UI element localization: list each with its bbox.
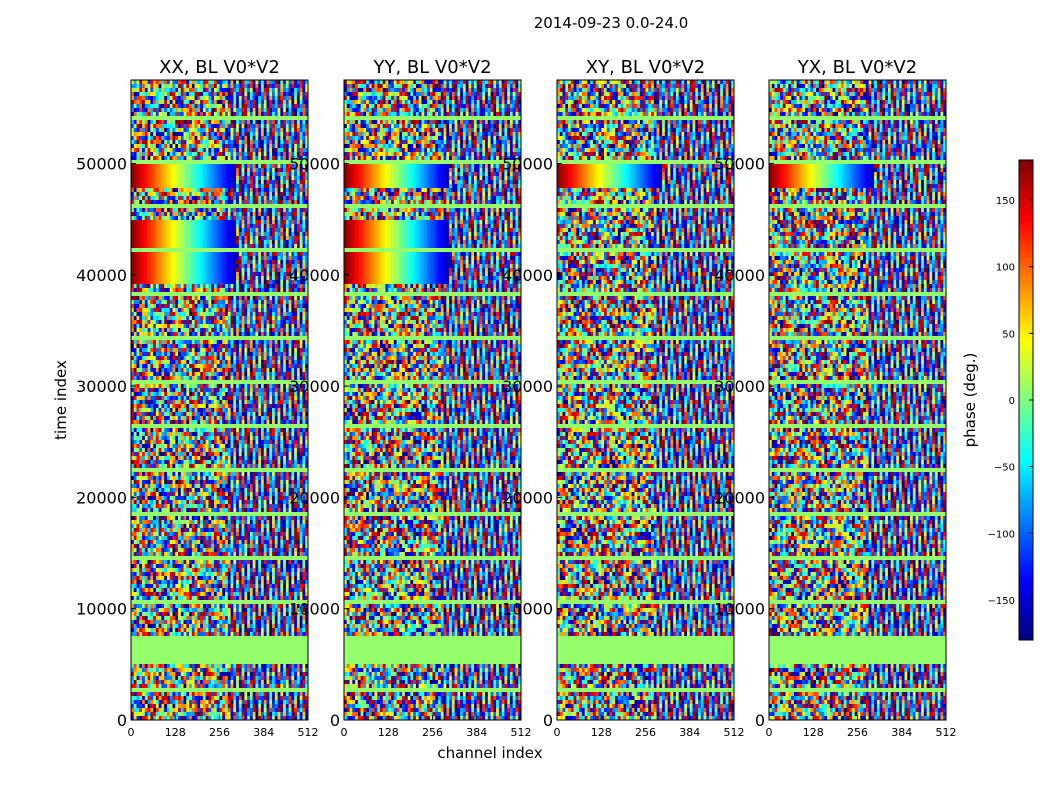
y-tick-label: 20000 <box>76 488 127 507</box>
panels-group: XX, BL V0*V2 0 10000 20000 30000 40000 50000 0 1… <box>76 57 956 739</box>
y-tick-label: 10000 <box>714 600 765 619</box>
x-tick-label: 128 <box>591 726 612 739</box>
y-tick-label: 40000 <box>714 266 765 285</box>
x-tick-label: 128 <box>803 726 824 739</box>
x-tick-label: 512 <box>298 726 319 739</box>
panel-title: YX, BL V0*V2 <box>797 57 917 78</box>
y-axis-label: time index <box>52 360 70 440</box>
y-tick-label: 50000 <box>502 154 553 173</box>
y-tick-label: 0 <box>755 711 765 730</box>
y-tick-label: 50000 <box>76 154 127 173</box>
panel-1: XX, BL V0*V2 0 10000 20000 30000 40000 50000 0 1… <box>76 57 318 739</box>
panel-title: XX, BL V0*V2 <box>159 57 280 78</box>
x-tick-label: 0 <box>341 726 348 739</box>
x-tick-label: 256 <box>422 726 443 739</box>
x-tick-label: 128 <box>378 726 399 739</box>
panel-2: YY, BL V0*V2 0 10000 20000 30000 40000 50000 0 1… <box>289 57 531 739</box>
y-tick-label: 50000 <box>289 154 340 173</box>
y-tick-label: 30000 <box>502 377 553 396</box>
panel-heatmap-image <box>557 80 734 720</box>
y-tick-label: 40000 <box>76 266 127 285</box>
x-tick-label: 128 <box>165 726 186 739</box>
figure-suptitle: 2014-09-23 0.0-24.0 <box>534 14 689 32</box>
panel-title: YY, BL V0*V2 <box>372 57 491 78</box>
x-tick-label: 256 <box>847 726 868 739</box>
colorbar-tick-label: 150 <box>996 196 1015 207</box>
x-axis-label: channel index <box>437 744 542 762</box>
y-tick-label: 0 <box>117 711 127 730</box>
y-tick-label: 30000 <box>714 377 765 396</box>
y-tick-label: 0 <box>543 711 553 730</box>
x-tick-label: 384 <box>679 726 700 739</box>
colorbar-tick-label: 50 <box>1002 329 1015 340</box>
colorbar-tick-label: 100 <box>996 263 1015 274</box>
y-tick-label: 40000 <box>502 266 553 285</box>
y-tick-label: 10000 <box>502 600 553 619</box>
colorbar-tick-label: −50 <box>994 463 1015 474</box>
panel-3: XY, BL V0*V2 0 10000 20000 30000 40000 50000 0 1… <box>502 57 744 739</box>
x-tick-label: 256 <box>209 726 230 739</box>
x-tick-label: 512 <box>936 726 957 739</box>
panel-heatmap-image <box>344 80 521 720</box>
x-tick-label: 512 <box>511 726 532 739</box>
x-tick-label: 0 <box>128 726 135 739</box>
colorbar-tick-label: −150 <box>988 596 1015 607</box>
x-tick-label: 384 <box>466 726 487 739</box>
x-tick-label: 512 <box>724 726 745 739</box>
colorbar-tick-label: 0 <box>1009 396 1015 407</box>
x-tick-label: 256 <box>635 726 656 739</box>
colorbar-label: phase (deg.) <box>961 353 979 448</box>
y-tick-label: 20000 <box>289 488 340 507</box>
panel-heatmap-image <box>769 80 946 720</box>
panel-heatmap-image <box>131 80 308 720</box>
x-tick-label: 0 <box>766 726 773 739</box>
x-tick-label: 384 <box>253 726 274 739</box>
panel-4: YX, BL V0*V2 0 10000 20000 30000 40000 50000 0 1… <box>714 57 956 739</box>
y-tick-label: 30000 <box>289 377 340 396</box>
y-tick-label: 20000 <box>714 488 765 507</box>
x-tick-label: 0 <box>554 726 561 739</box>
panel-title: XY, BL V0*V2 <box>586 57 705 78</box>
y-tick-label: 30000 <box>76 377 127 396</box>
colorbar-tick-label: −100 <box>988 529 1015 540</box>
y-tick-label: 10000 <box>76 600 127 619</box>
colorbar: 150 100 50 0 −50 −100 −150 phase (deg.) <box>961 160 1033 640</box>
y-tick-label: 10000 <box>289 600 340 619</box>
y-tick-label: 40000 <box>289 266 340 285</box>
y-tick-label: 20000 <box>502 488 553 507</box>
y-tick-label: 0 <box>330 711 340 730</box>
y-tick-label: 50000 <box>714 154 765 173</box>
x-tick-label: 384 <box>891 726 912 739</box>
